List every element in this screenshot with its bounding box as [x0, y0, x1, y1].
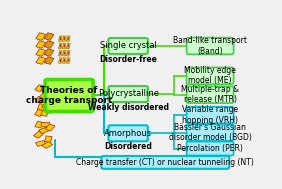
- Polygon shape: [67, 37, 69, 40]
- FancyBboxPatch shape: [45, 79, 93, 112]
- FancyBboxPatch shape: [101, 156, 229, 169]
- FancyBboxPatch shape: [109, 38, 148, 54]
- Polygon shape: [44, 41, 54, 48]
- FancyBboxPatch shape: [109, 86, 148, 102]
- Polygon shape: [66, 36, 70, 42]
- Polygon shape: [67, 44, 69, 47]
- Polygon shape: [63, 37, 65, 40]
- Polygon shape: [44, 57, 54, 64]
- Polygon shape: [45, 124, 55, 131]
- Polygon shape: [39, 127, 49, 134]
- Polygon shape: [36, 57, 46, 64]
- Polygon shape: [36, 141, 46, 146]
- FancyBboxPatch shape: [187, 38, 233, 54]
- Text: Weakly disordered: Weakly disordered: [88, 103, 169, 112]
- Polygon shape: [36, 49, 46, 56]
- Polygon shape: [41, 109, 49, 116]
- Polygon shape: [67, 59, 69, 62]
- Polygon shape: [36, 41, 46, 48]
- Text: Percolation (PER): Percolation (PER): [177, 144, 243, 153]
- Polygon shape: [35, 109, 44, 116]
- Text: Bässler's Gaussian
disorder model (BGD): Bässler's Gaussian disorder model (BGD): [169, 123, 252, 142]
- Text: Multiple-trap &
release (MTR): Multiple-trap & release (MTR): [181, 85, 239, 104]
- Polygon shape: [35, 96, 44, 103]
- Text: Disordered: Disordered: [104, 143, 152, 151]
- Polygon shape: [45, 89, 54, 96]
- Polygon shape: [46, 107, 53, 113]
- Polygon shape: [63, 44, 65, 47]
- Polygon shape: [62, 58, 66, 63]
- Polygon shape: [35, 85, 45, 92]
- Polygon shape: [66, 43, 70, 49]
- Polygon shape: [35, 121, 43, 128]
- Polygon shape: [39, 92, 49, 99]
- Text: Band-like transport
(Band): Band-like transport (Band): [173, 36, 247, 56]
- FancyBboxPatch shape: [187, 124, 233, 141]
- FancyBboxPatch shape: [187, 86, 233, 103]
- Polygon shape: [45, 98, 53, 105]
- Text: Amorphous: Amorphous: [104, 129, 152, 138]
- Polygon shape: [58, 36, 62, 42]
- Text: Polycrystalline: Polycrystalline: [98, 89, 159, 98]
- Polygon shape: [37, 104, 45, 110]
- Polygon shape: [58, 43, 62, 49]
- FancyBboxPatch shape: [187, 67, 233, 84]
- Polygon shape: [62, 50, 66, 56]
- Polygon shape: [67, 52, 69, 55]
- Polygon shape: [33, 131, 44, 138]
- Text: Mobility edge
model (ME): Mobility edge model (ME): [184, 66, 236, 85]
- Polygon shape: [44, 49, 54, 56]
- Polygon shape: [41, 122, 50, 127]
- Text: Single crystal: Single crystal: [100, 41, 157, 50]
- FancyBboxPatch shape: [187, 142, 233, 156]
- Text: Variable range
hopping (VRH): Variable range hopping (VRH): [182, 105, 238, 125]
- Polygon shape: [42, 102, 52, 109]
- Polygon shape: [66, 58, 70, 63]
- Polygon shape: [66, 50, 70, 56]
- Text: Charge transfer (CT) or nuclear tunneling (NT): Charge transfer (CT) or nuclear tunnelin…: [76, 158, 254, 167]
- Polygon shape: [60, 44, 61, 47]
- Polygon shape: [62, 43, 66, 49]
- Polygon shape: [58, 58, 62, 63]
- Polygon shape: [41, 85, 49, 91]
- Text: Theories of
charge transport: Theories of charge transport: [26, 86, 112, 105]
- Text: Disorder-free: Disorder-free: [99, 55, 157, 64]
- Polygon shape: [45, 136, 52, 142]
- FancyBboxPatch shape: [187, 107, 233, 123]
- Polygon shape: [36, 33, 46, 40]
- Polygon shape: [60, 37, 61, 40]
- Polygon shape: [62, 36, 66, 42]
- Polygon shape: [63, 52, 65, 55]
- Polygon shape: [60, 59, 61, 62]
- Polygon shape: [42, 142, 52, 148]
- Polygon shape: [44, 33, 54, 40]
- Polygon shape: [60, 52, 61, 55]
- Polygon shape: [58, 50, 62, 56]
- Polygon shape: [63, 59, 65, 62]
- FancyBboxPatch shape: [109, 125, 148, 141]
